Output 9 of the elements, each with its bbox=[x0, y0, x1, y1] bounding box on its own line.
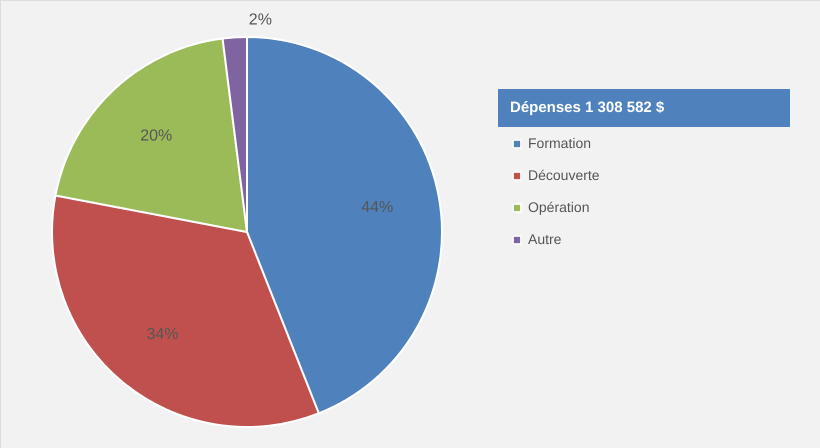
legend-label: Découverte bbox=[528, 167, 600, 183]
legend-label: Autre bbox=[528, 231, 562, 247]
legend-label: Opération bbox=[528, 199, 590, 215]
data-label: 2% bbox=[248, 11, 272, 28]
legend-label: Formation bbox=[528, 135, 592, 151]
data-label: 44% bbox=[361, 199, 394, 216]
data-label: 20% bbox=[140, 127, 172, 144]
legend-title: Dépenses 1 308 582 $ bbox=[510, 99, 665, 116]
data-label: 34% bbox=[146, 326, 178, 344]
